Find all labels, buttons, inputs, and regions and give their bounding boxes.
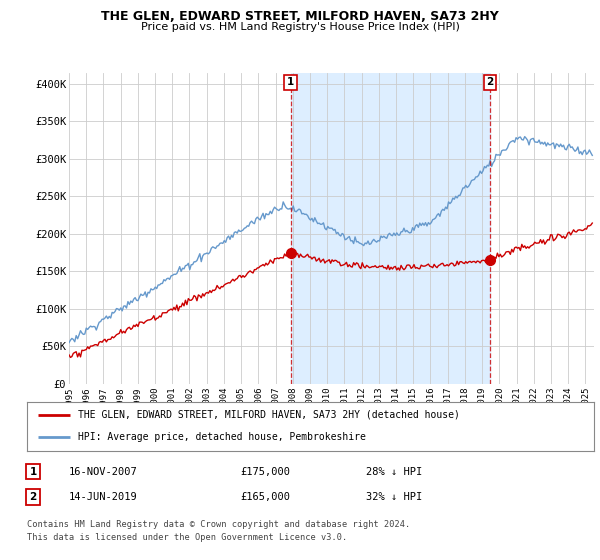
Text: 2: 2 — [29, 492, 37, 502]
Text: 2: 2 — [486, 77, 493, 87]
Text: £165,000: £165,000 — [240, 492, 290, 502]
Text: 14-JUN-2019: 14-JUN-2019 — [69, 492, 138, 502]
Text: HPI: Average price, detached house, Pembrokeshire: HPI: Average price, detached house, Pemb… — [78, 432, 366, 442]
Text: THE GLEN, EDWARD STREET, MILFORD HAVEN, SA73 2HY (detached house): THE GLEN, EDWARD STREET, MILFORD HAVEN, … — [78, 410, 460, 420]
Text: Price paid vs. HM Land Registry's House Price Index (HPI): Price paid vs. HM Land Registry's House … — [140, 22, 460, 32]
Bar — [291, 73, 490, 384]
Text: Contains HM Land Registry data © Crown copyright and database right 2024.
This d: Contains HM Land Registry data © Crown c… — [27, 520, 410, 542]
Text: 1: 1 — [287, 77, 295, 87]
Text: 32% ↓ HPI: 32% ↓ HPI — [366, 492, 422, 502]
Text: 28% ↓ HPI: 28% ↓ HPI — [366, 466, 422, 477]
Text: 16-NOV-2007: 16-NOV-2007 — [69, 466, 138, 477]
Text: £175,000: £175,000 — [240, 466, 290, 477]
Text: THE GLEN, EDWARD STREET, MILFORD HAVEN, SA73 2HY: THE GLEN, EDWARD STREET, MILFORD HAVEN, … — [101, 10, 499, 23]
Text: 1: 1 — [29, 466, 37, 477]
